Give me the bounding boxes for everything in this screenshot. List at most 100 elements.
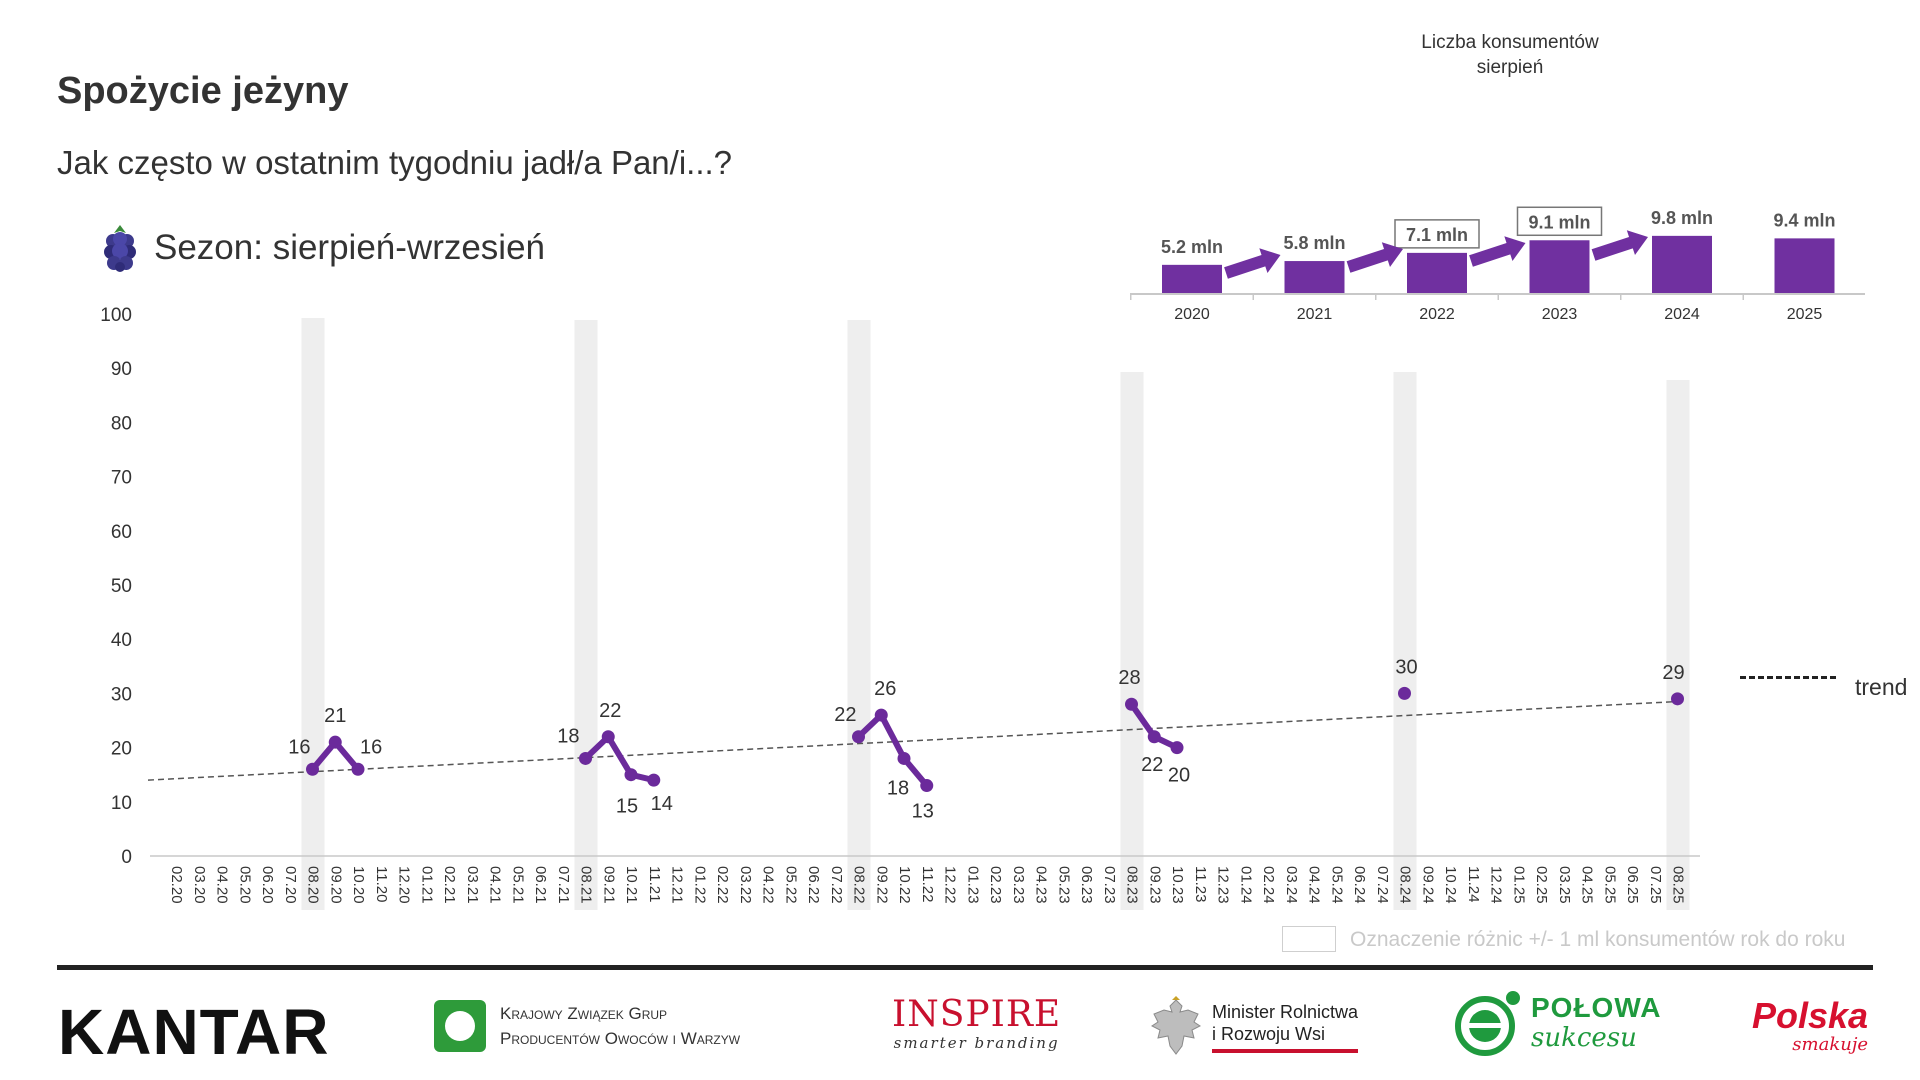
footer-divider bbox=[57, 965, 1873, 970]
data-point bbox=[874, 708, 888, 722]
kzgp-line1: Krajowy Związek Grup bbox=[500, 1004, 668, 1023]
x-tick-label: 06.25 bbox=[1624, 866, 1641, 904]
consumers-value-label: 9.4 mln bbox=[1773, 210, 1835, 230]
data-point bbox=[1671, 692, 1684, 706]
inspire-logo: INSPIRE smarter branding bbox=[892, 994, 1062, 1053]
x-tick-label: 02.23 bbox=[987, 866, 1004, 904]
x-tick-label: 06.23 bbox=[1078, 866, 1095, 904]
x-tick-label: 11.21 bbox=[646, 866, 663, 902]
highlight-band bbox=[301, 318, 325, 910]
eagle-emblem-icon bbox=[1151, 996, 1201, 1055]
ministry-logo: Minister Rolnictwa i Rozwoju Wsi bbox=[1148, 996, 1359, 1058]
x-tick-label: 03.25 bbox=[1556, 866, 1573, 904]
x-tick-label: 09.22 bbox=[873, 866, 890, 904]
x-tick-label: 04.22 bbox=[760, 866, 777, 904]
trend-legend-label: trend bbox=[1855, 674, 1908, 700]
consumers-chart-title: Liczba konsumentów sierpień bbox=[1380, 30, 1640, 80]
polowa-line1: POŁOWA bbox=[1531, 992, 1662, 1023]
x-tick-label: 08.22 bbox=[851, 866, 868, 904]
inspire-wordmark: INSPIRE bbox=[892, 994, 1062, 1035]
x-tick-label: 02.24 bbox=[1260, 866, 1277, 904]
x-tick-label: 03.24 bbox=[1283, 866, 1300, 904]
x-tick-label: 05.25 bbox=[1601, 866, 1618, 904]
data-point bbox=[920, 779, 934, 793]
x-tick-label: 04.20 bbox=[214, 866, 231, 904]
ministry-line2: i Rozwoju Wsi bbox=[1212, 1024, 1326, 1044]
season-label-group: Sezon: sierpień-wrzesień bbox=[100, 222, 545, 274]
consumers-year-label: 2025 bbox=[1787, 306, 1823, 323]
x-tick-label: 04.23 bbox=[1033, 866, 1050, 904]
plate-icon bbox=[1455, 991, 1520, 1056]
x-tick-label: 10.20 bbox=[350, 866, 367, 904]
x-tick-label: 12.20 bbox=[396, 866, 413, 904]
x-tick-label: 03.23 bbox=[1010, 866, 1027, 904]
data-point bbox=[328, 735, 342, 749]
x-tick-label: 02.25 bbox=[1533, 866, 1550, 904]
highlight-legend-label: Oznaczenie różnic +/- 1 ml konsumentów r… bbox=[1350, 928, 1846, 951]
x-tick-label: 08.24 bbox=[1397, 866, 1414, 904]
consumers-year-label: 2021 bbox=[1297, 306, 1333, 323]
x-tick-label: 09.23 bbox=[1146, 866, 1163, 904]
consumers-bar bbox=[1529, 240, 1590, 293]
inspire-tagline: smarter branding bbox=[893, 1034, 1060, 1052]
consumers-title-line1: Liczba konsumentów bbox=[1421, 32, 1599, 53]
data-label: 26 bbox=[874, 678, 896, 700]
data-label: 22 bbox=[834, 704, 856, 726]
x-tick-label: 01.22 bbox=[691, 866, 708, 904]
x-tick-label: 05.22 bbox=[782, 866, 799, 904]
consumers-year-label: 2020 bbox=[1174, 306, 1210, 323]
consumers-bar-chart: 2020 5.2 mln 2021 5.8 mln 2022 7.1 mln 2023 9.1… bbox=[1130, 206, 1865, 323]
x-tick-label: 09.20 bbox=[327, 866, 344, 904]
consumers-year-label: 2024 bbox=[1664, 306, 1700, 323]
x-tick-label: 07.20 bbox=[282, 866, 299, 904]
x-tick-label: 05.24 bbox=[1328, 866, 1345, 904]
x-tick-label: 10.21 bbox=[623, 866, 640, 904]
x-tick-label: 01.24 bbox=[1237, 866, 1254, 904]
consumers-label-box bbox=[1394, 219, 1480, 249]
x-tick-label: 03.21 bbox=[464, 866, 481, 904]
polowa-line2: sukcesu bbox=[1531, 1023, 1637, 1053]
data-label: 16 bbox=[288, 736, 310, 758]
polowa-sukcesu-logo: POŁOWA sukcesu bbox=[1455, 990, 1661, 1056]
data-label: 18 bbox=[887, 777, 909, 799]
y-tick-label: 60 bbox=[111, 522, 132, 543]
x-tick-label: 04.24 bbox=[1306, 866, 1323, 904]
x-tick-label: 07.23 bbox=[1101, 866, 1118, 904]
y-tick-label: 0 bbox=[121, 847, 132, 868]
highlight-bands bbox=[301, 318, 1690, 910]
consumers-bar bbox=[1774, 238, 1835, 293]
data-point bbox=[1398, 686, 1411, 700]
x-tick-label: 08.21 bbox=[578, 866, 595, 904]
series-line bbox=[855, 712, 930, 789]
consumers-value-label: 5.8 mln bbox=[1283, 233, 1345, 253]
kantar-logo: KANTAR bbox=[58, 996, 330, 1068]
data-point bbox=[601, 730, 615, 744]
x-tick-label: 01.25 bbox=[1510, 866, 1527, 904]
x-tick-label: 02.21 bbox=[441, 866, 458, 904]
y-tick-label: 50 bbox=[111, 576, 132, 597]
y-tick-label: 100 bbox=[100, 305, 132, 326]
data-label: 16 bbox=[360, 736, 382, 758]
data-label: 20 bbox=[1168, 765, 1190, 787]
kzgp-line2: Producentów Owoców i Warzyw bbox=[500, 1029, 741, 1048]
season-label: Sezon: sierpień-wrzesień bbox=[154, 228, 546, 267]
x-tick-label: 10.24 bbox=[1442, 866, 1459, 904]
y-tick-label: 30 bbox=[111, 684, 132, 705]
x-tick-label: 10.22 bbox=[896, 866, 913, 904]
polska-line2: smakuje bbox=[1792, 1034, 1869, 1055]
growth-arrow-icon bbox=[1224, 248, 1281, 279]
data-point bbox=[579, 751, 592, 765]
data-label: 22 bbox=[1141, 754, 1163, 776]
data-label: 14 bbox=[651, 793, 673, 815]
x-tick-label: 11.22 bbox=[919, 866, 936, 902]
x-tick-label: 05.21 bbox=[509, 866, 526, 904]
x-tick-label: 06.24 bbox=[1351, 866, 1368, 904]
x-tick-label: 07.25 bbox=[1647, 866, 1664, 904]
y-tick-label: 40 bbox=[111, 630, 132, 651]
x-tick-label: 07.24 bbox=[1374, 866, 1391, 904]
trend-legend-line bbox=[1740, 676, 1836, 679]
x-tick-label: 11.20 bbox=[373, 866, 390, 902]
y-tick-label: 70 bbox=[111, 468, 132, 489]
highlight-legend-swatch bbox=[1282, 926, 1336, 952]
x-tick-label: 05.20 bbox=[236, 866, 253, 904]
